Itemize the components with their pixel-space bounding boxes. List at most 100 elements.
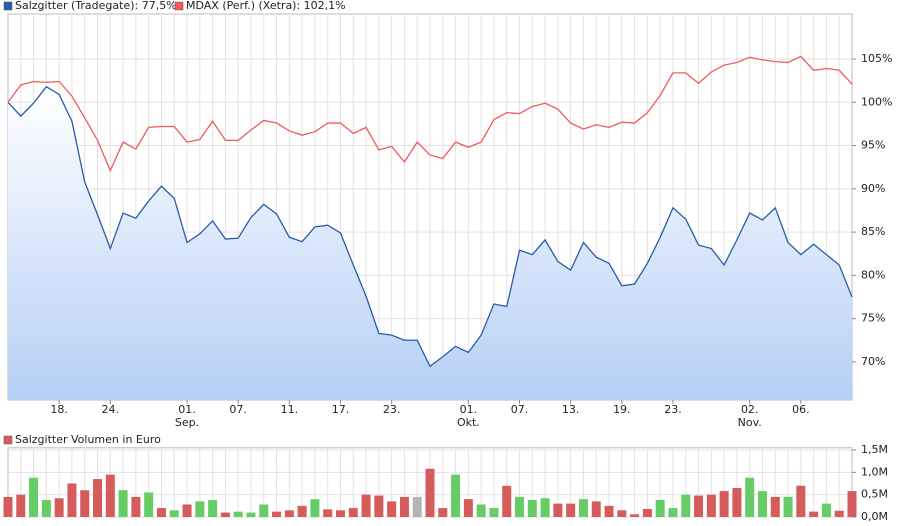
bar [425,468,435,517]
bar [655,500,665,517]
bar [80,490,90,517]
bar [847,491,857,517]
x-tick-label: 18. [50,403,68,416]
bar [591,501,601,517]
bar [195,501,205,517]
x-tick-label: 13. [561,403,580,416]
bar [361,494,371,517]
bar [93,479,103,517]
bar [310,499,320,517]
legend-swatch [3,435,13,445]
x-tick-label: 01. Sep. [174,403,200,429]
bar [745,477,755,517]
bar [272,511,282,517]
bar [783,496,793,517]
bar [540,498,550,517]
bar [757,491,767,517]
bar [642,508,652,517]
bar [451,474,461,517]
bar [438,508,448,517]
bar [463,499,473,517]
bar [208,500,218,517]
bar [284,510,294,517]
x-tick-label: 01. Okt. [456,403,480,429]
x-tick-label: 19. [613,403,631,416]
y-tick-label: 100% [861,95,892,108]
bar [374,495,384,517]
line [7,55,853,173]
y-tick-label: 85% [861,225,885,238]
legend-swatch [174,1,184,11]
x-tick-label: 23. [382,403,401,416]
bar [821,503,831,517]
bar [29,477,39,517]
y-tick-label: 80% [861,268,885,281]
y-tick-label: 1,5M [861,443,888,456]
y-tick-label: 1,0M [861,465,888,478]
bar [578,499,588,517]
bar [630,514,640,517]
legend-label: Salzgitter Volumen in Euro [15,433,161,446]
bar [553,503,563,517]
line [7,85,853,368]
bar [3,496,13,517]
bar [387,501,397,517]
x-tick-label: 06. [792,403,810,416]
bar [732,487,742,517]
y-tick-label: 105% [861,52,892,65]
x-tick-label: 17. [331,403,350,416]
bar [706,494,716,517]
x-tick-label: 23. [664,403,682,416]
bar [54,498,64,517]
bar [399,496,409,517]
y-tick-label: 95% [861,139,885,152]
bar [476,504,486,517]
bar [41,500,51,517]
bar [617,510,627,517]
bar [527,500,537,517]
x-tick-label: 11. [280,403,299,416]
y-tick-label: 0,5M [861,488,888,501]
bar [182,504,192,517]
bar [502,485,512,517]
x-tick-label: 07. [229,403,247,416]
legend-label: Salzgitter (Tradegate): 77,5% [15,0,177,12]
x-tick-label: 07. [510,403,529,416]
bar [144,492,154,517]
y-tick-label: 0,0M [861,510,888,523]
bar [694,495,704,517]
bar [246,512,256,517]
bar [16,494,26,517]
bar [323,509,333,517]
bar [297,505,307,517]
bar [412,496,422,517]
bar [809,511,819,517]
bar [515,496,525,517]
bar [233,511,243,517]
bar [105,474,115,517]
bar [681,494,691,517]
x-tick-label: 02. Nov. [737,403,762,429]
bar [566,503,576,517]
bar [604,505,614,517]
legend-label: MDAX (Perf.) (Xetra): 102,1% [186,0,346,12]
bar [796,485,806,517]
y-tick-label: 75% [861,312,885,325]
bar [118,490,128,517]
bar [169,510,179,517]
bar [834,510,844,517]
bar [668,508,678,517]
bar [719,491,729,517]
bar [348,508,358,517]
bar [67,483,77,517]
legend-swatch [3,1,13,11]
bar [335,510,345,517]
bar [489,508,499,517]
area [8,86,852,400]
y-tick-label: 70% [861,355,885,368]
y-tick-label: 90% [861,182,885,195]
bar [259,504,269,517]
x-tick-label: 24. [101,403,120,416]
